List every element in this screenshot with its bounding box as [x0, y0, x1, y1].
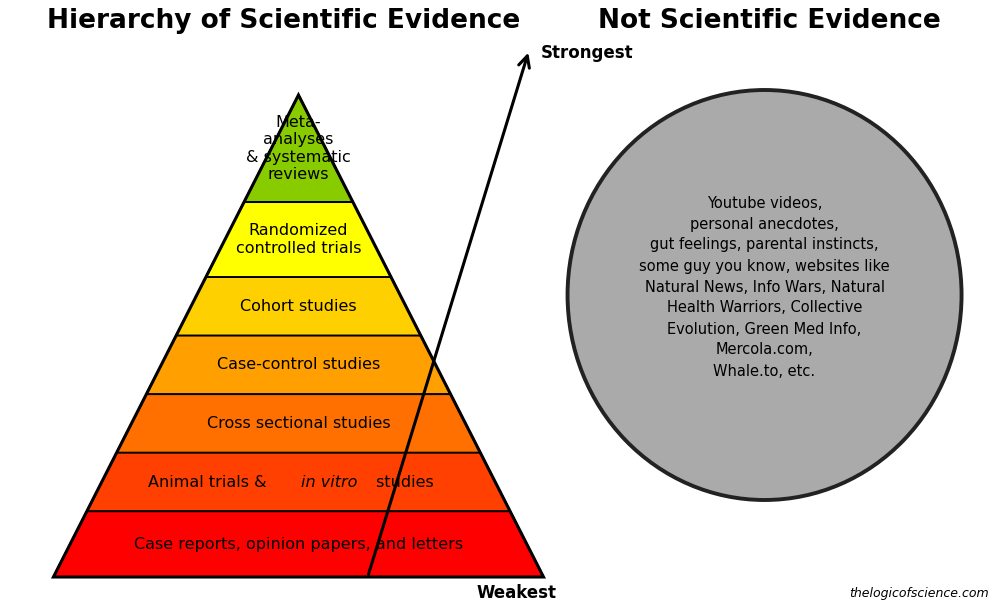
Text: Cohort studies: Cohort studies — [240, 299, 357, 314]
Polygon shape — [176, 277, 421, 336]
Polygon shape — [117, 394, 480, 453]
Text: studies: studies — [371, 474, 434, 489]
Text: Case reports, opinion papers, and letters: Case reports, opinion papers, and letter… — [134, 537, 463, 552]
Polygon shape — [87, 453, 510, 511]
Polygon shape — [146, 336, 451, 394]
Text: Cross sectional studies: Cross sectional studies — [207, 416, 390, 431]
Text: Strongest: Strongest — [541, 44, 633, 62]
Polygon shape — [53, 511, 544, 577]
Text: in vitro: in vitro — [301, 474, 358, 489]
Polygon shape — [244, 95, 353, 202]
Ellipse shape — [568, 90, 962, 500]
Text: thelogicofscience.com: thelogicofscience.com — [849, 587, 988, 600]
Text: Randomized
controlled trials: Randomized controlled trials — [236, 223, 361, 256]
Text: Not Scientific Evidence: Not Scientific Evidence — [598, 8, 941, 34]
Text: Hierarchy of Scientific Evidence: Hierarchy of Scientific Evidence — [47, 8, 521, 34]
Text: Meta-
analyses
& systematic
reviews: Meta- analyses & systematic reviews — [246, 115, 351, 182]
Polygon shape — [206, 202, 391, 277]
Text: Youtube videos,
personal anecdotes,
gut feelings, parental instincts,
some guy y: Youtube videos, personal anecdotes, gut … — [639, 195, 890, 379]
Text: Case-control studies: Case-control studies — [217, 358, 380, 373]
Text: Weakest: Weakest — [476, 584, 556, 602]
Text: Animal trials &: Animal trials & — [148, 474, 272, 489]
